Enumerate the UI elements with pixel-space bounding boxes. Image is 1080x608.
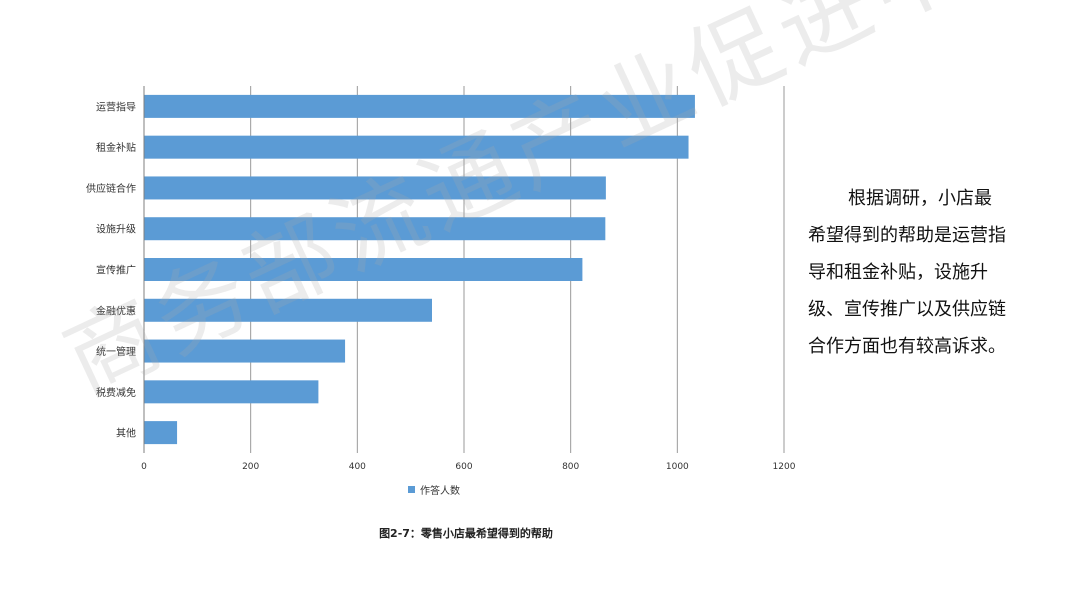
x-tick-label: 400 bbox=[349, 462, 366, 472]
category-label: 金融优惠 bbox=[96, 304, 136, 317]
category-label: 供应链合作 bbox=[86, 182, 136, 195]
category-label: 租金补贴 bbox=[96, 141, 136, 154]
x-tick-label: 1200 bbox=[773, 462, 796, 472]
x-tick-label: 1000 bbox=[666, 462, 689, 472]
category-label: 税费减免 bbox=[96, 386, 136, 399]
category-label: 宣传推广 bbox=[96, 264, 136, 277]
bars bbox=[144, 94, 695, 445]
category-label: 运营指导 bbox=[96, 100, 136, 113]
bar-5 bbox=[144, 298, 432, 322]
summary-text: 根据调研，小店最希望得到的帮助是运营指导和租金补贴，设施升级、宣传推广以及供应链… bbox=[808, 180, 1008, 365]
bar-8 bbox=[144, 421, 178, 445]
x-tick-label: 800 bbox=[562, 462, 579, 472]
legend-swatch bbox=[408, 486, 415, 493]
summary-paragraph: 根据调研，小店最希望得到的帮助是运营指导和租金补贴，设施升级、宣传推广以及供应链… bbox=[808, 188, 1006, 357]
bar-3 bbox=[144, 217, 606, 241]
bar-4 bbox=[144, 258, 583, 281]
bar-0 bbox=[144, 94, 695, 118]
x-tick-label: 0 bbox=[141, 462, 147, 472]
x-tick-label: 200 bbox=[242, 462, 259, 472]
legend: 作答人数 bbox=[408, 484, 460, 497]
x-tick-label: 600 bbox=[455, 462, 472, 472]
category-label: 其他 bbox=[116, 427, 136, 440]
legend-label: 作答人数 bbox=[420, 484, 460, 497]
bar-1 bbox=[144, 135, 689, 159]
bar-2 bbox=[144, 176, 606, 200]
figure-caption: 图2-7：零售小店最希望得到的帮助 bbox=[379, 526, 553, 540]
bar-6 bbox=[144, 339, 346, 363]
category-label: 统一管理 bbox=[96, 345, 136, 358]
bar-7 bbox=[144, 380, 319, 404]
x-tick-labels: 0 200 400 600 800 1000 1200 bbox=[141, 462, 796, 472]
category-label: 设施升级 bbox=[96, 223, 136, 236]
